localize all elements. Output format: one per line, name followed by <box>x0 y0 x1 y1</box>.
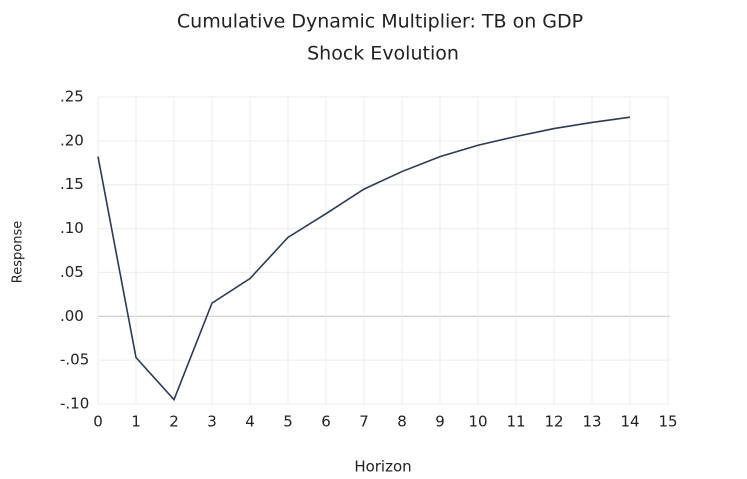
line-series <box>97 116 631 402</box>
x-tick-label: 9 <box>435 413 445 431</box>
x-tick-label: 2 <box>169 413 179 431</box>
x-tick-label: 4 <box>245 413 255 431</box>
x-tick-label: 6 <box>321 413 331 431</box>
y-tick-label: .05 <box>60 263 84 281</box>
y-tick-label: .00 <box>60 307 84 325</box>
x-tick-label: 10 <box>468 413 487 431</box>
y-tick-label: .10 <box>60 219 84 237</box>
x-tick-label: 15 <box>658 413 677 431</box>
y-axis-label: Response <box>11 221 26 283</box>
y-tick-label: .20 <box>60 131 84 149</box>
x-tick-label: 3 <box>207 413 217 431</box>
x-tick-label: 13 <box>582 413 601 431</box>
chart-subtitle: Shock Evolution <box>307 43 459 65</box>
x-tick-label: 11 <box>506 413 525 431</box>
y-tick-label: -.05 <box>60 351 89 369</box>
x-axis-label: Horizon <box>354 458 411 476</box>
x-tick-label: 5 <box>283 413 293 431</box>
chart-title: Cumulative Dynamic Multiplier: TB on GDP <box>177 11 583 33</box>
x-tick-label: 1 <box>131 413 141 431</box>
x-tick-label: 0 <box>93 413 103 431</box>
x-tick-label: 8 <box>397 413 407 431</box>
y-tick-label: .25 <box>60 88 84 106</box>
x-tick-label: 14 <box>620 413 639 431</box>
y-tick-label: -.10 <box>60 395 89 413</box>
y-tick-label: .15 <box>60 175 84 193</box>
x-tick-label: 12 <box>544 413 563 431</box>
x-tick-label: 7 <box>359 413 369 431</box>
